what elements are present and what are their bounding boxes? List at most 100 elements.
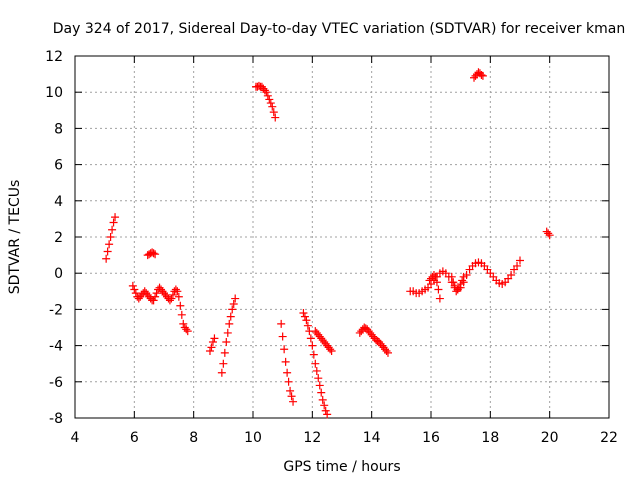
data-point [228,305,237,314]
data-point [314,374,323,383]
data-point [262,88,271,97]
data-point [326,345,335,354]
data-point [226,312,235,321]
data-point [176,301,185,310]
data-point [171,285,180,294]
data-point [260,86,269,95]
data-point [130,285,139,294]
x-tick-label: 6 [130,430,139,446]
y-tick-label: -4 [49,339,63,355]
data-point [309,350,318,359]
data-point [277,319,286,328]
grid [75,56,609,418]
y-tick-label: 12 [45,49,63,65]
y-tick-label: -6 [49,375,63,391]
data-point [182,325,191,334]
data-point [447,272,456,281]
data-point [173,287,182,296]
data-point [453,285,462,294]
data-point [149,249,158,258]
data-point [225,319,234,328]
data-point [287,392,296,401]
data-point [102,254,111,263]
data-point [299,309,308,318]
data-point [128,281,137,290]
data-point [317,388,326,397]
data-point [269,108,278,117]
data-point [208,337,217,346]
data-point [220,348,229,357]
data-point [382,347,391,356]
data-point [456,280,465,289]
data-point [210,334,219,343]
data-point [315,381,324,390]
data-point [311,359,320,368]
x-tick-label: 20 [541,430,559,446]
data-point [320,401,329,410]
x-tick-label: 12 [303,430,321,446]
data-point [458,276,467,285]
data-point [111,213,120,222]
data-point [432,278,441,287]
data-point [229,299,238,308]
data-point [219,359,228,368]
data-point [303,321,312,330]
data-point [109,218,118,227]
data-point [149,296,158,305]
data-point [151,292,160,301]
y-axis-label: SDTVAR / TECUs [7,180,23,295]
data-point [289,397,298,406]
data-point [516,256,524,265]
y-tick-label: 2 [54,230,63,246]
data-point [168,290,177,299]
data-point [318,395,327,404]
x-tick-label: 4 [71,430,80,446]
data-point [449,278,458,287]
data-point [263,91,272,100]
y-tick-label: 4 [54,194,63,210]
data-point [108,225,117,234]
data-point [131,289,140,298]
data-point [478,71,487,80]
data-point [103,247,112,256]
data-point [477,71,486,80]
data-point [167,294,176,303]
axis-ticks: 4 6 8 10 12 14 16 18 20 22 -8 -6 -4 -2 0 2 4 6 8 10 12 [45,49,618,446]
data-point [544,229,553,238]
y-tick-label: 10 [45,85,63,101]
x-tick-label: 16 [422,430,440,446]
data-point [507,271,516,280]
data-points [102,68,554,419]
data-point [179,319,188,328]
chart-title: Day 324 of 2017, Sidereal Day-to-day VTE… [53,21,625,37]
data-point [183,327,192,336]
data-point [271,113,280,122]
data-point [265,95,274,104]
data-point [312,366,321,375]
data-point [151,250,160,259]
data-point [459,272,468,281]
x-tick-label: 8 [189,430,198,446]
data-point [283,368,292,377]
x-axis-label: GPS time / hours [283,459,400,475]
data-point [278,332,287,341]
data-point [217,368,226,377]
data-point [323,410,332,419]
data-point [435,294,444,303]
data-point [105,240,114,249]
x-tick-label: 10 [244,430,262,446]
data-point [205,347,214,356]
data-point [327,347,336,356]
data-point [300,312,309,321]
y-tick-label: 8 [54,121,63,137]
x-tick-label: 14 [363,430,381,446]
data-point [222,337,231,346]
data-point [152,289,161,298]
data-point [545,231,554,240]
data-point [281,357,290,366]
data-point [513,261,522,270]
data-point [266,99,275,108]
data-point [302,316,311,325]
x-tick-label: 18 [481,430,499,446]
